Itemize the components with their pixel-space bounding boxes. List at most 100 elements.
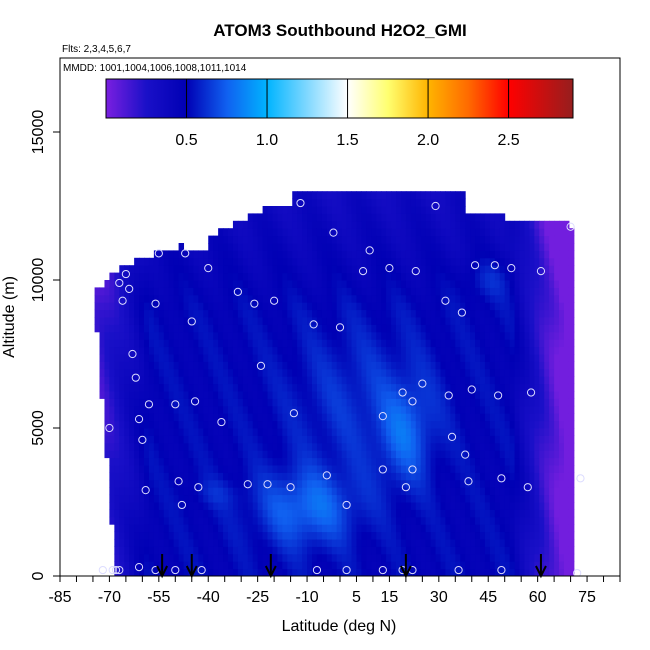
field-cell <box>425 472 432 481</box>
field-cell <box>119 531 125 540</box>
field-cell <box>346 435 353 444</box>
field-cell <box>297 531 303 540</box>
field-cell <box>519 413 525 422</box>
field-cell <box>188 435 194 444</box>
field-cell <box>173 257 180 266</box>
field-cell <box>114 368 120 377</box>
field-cell <box>139 509 145 518</box>
field-cell <box>559 250 565 259</box>
field-cell <box>346 428 353 436</box>
field-cell <box>232 413 239 422</box>
field-cell <box>237 546 244 555</box>
field-cell <box>346 450 353 459</box>
field-cell <box>351 339 357 348</box>
field-cell <box>307 398 313 407</box>
field-cell <box>282 257 288 266</box>
field-cell <box>208 243 214 251</box>
field-cell <box>232 502 239 510</box>
field-cell <box>198 487 204 496</box>
field-cell <box>514 294 521 303</box>
field-cell <box>287 250 293 259</box>
field-cell <box>489 465 496 473</box>
field-cell <box>203 546 209 555</box>
field-cell <box>277 509 283 518</box>
field-cell <box>440 361 446 370</box>
field-cell <box>450 287 456 296</box>
field-cell <box>129 531 135 540</box>
field-cell <box>475 472 481 481</box>
field-cell <box>509 220 516 229</box>
field-cell <box>272 546 278 555</box>
field-cell <box>435 191 441 200</box>
field-cell <box>465 265 471 274</box>
field-cell <box>178 309 185 318</box>
field-cell <box>178 435 185 444</box>
field-cell <box>489 502 496 510</box>
field-cell <box>445 324 451 333</box>
field-cell <box>223 354 229 362</box>
field-cell <box>336 494 343 503</box>
field-cell <box>529 228 535 237</box>
field-cell <box>450 472 456 481</box>
field-cell <box>153 391 160 399</box>
field-cell <box>242 420 249 429</box>
field-cell <box>450 191 456 200</box>
field-cell <box>272 280 278 288</box>
field-cell <box>346 339 353 348</box>
field-cell <box>386 191 392 200</box>
field-cell <box>321 265 328 274</box>
field-cell <box>114 516 120 525</box>
field-cell <box>539 294 545 303</box>
y-axis-label: Altitude (m) <box>1 276 18 358</box>
field-cell <box>524 235 530 244</box>
field-cell <box>336 487 343 496</box>
field-cell <box>119 376 125 385</box>
field-cell <box>484 561 491 570</box>
field-cell <box>228 391 234 399</box>
field-cell <box>158 494 165 503</box>
field-cell <box>232 465 239 473</box>
field-cell <box>272 553 278 562</box>
field-cell <box>153 354 160 362</box>
field-cell <box>470 442 476 451</box>
field-cell <box>445 509 451 518</box>
field-cell <box>450 302 456 311</box>
field-cell <box>455 354 461 362</box>
field-cell <box>213 346 219 355</box>
field-cell <box>307 502 313 510</box>
field-cell <box>346 420 353 429</box>
field-cell <box>178 494 185 503</box>
field-cell <box>252 450 259 459</box>
field-cell <box>524 539 530 547</box>
field-cell <box>129 309 135 318</box>
field-cell <box>415 235 422 244</box>
field-cell <box>267 324 273 333</box>
field-cell <box>178 472 185 481</box>
field-cell <box>321 568 328 576</box>
field-cell <box>183 516 189 525</box>
field-cell <box>168 435 175 444</box>
field-cell <box>554 287 560 296</box>
field-cell <box>391 553 397 562</box>
field-cell <box>297 346 303 355</box>
field-cell <box>539 235 545 244</box>
field-cell <box>144 420 150 429</box>
field-cell <box>470 220 476 229</box>
field-cell <box>430 243 437 251</box>
field-cell <box>247 339 254 348</box>
field-cell <box>193 442 199 451</box>
field-cell <box>134 479 140 488</box>
field-cell <box>549 465 555 473</box>
field-cell <box>450 294 456 303</box>
field-cell <box>208 354 214 362</box>
field-cell <box>376 479 382 488</box>
field-cell <box>504 428 511 436</box>
field-cell <box>410 391 417 399</box>
field-cell <box>237 442 244 451</box>
field-cell <box>341 206 348 214</box>
field-cell <box>213 502 219 510</box>
field-cell <box>351 561 357 570</box>
field-cell <box>198 346 204 355</box>
field-cell <box>391 405 397 414</box>
field-cell <box>198 280 204 288</box>
